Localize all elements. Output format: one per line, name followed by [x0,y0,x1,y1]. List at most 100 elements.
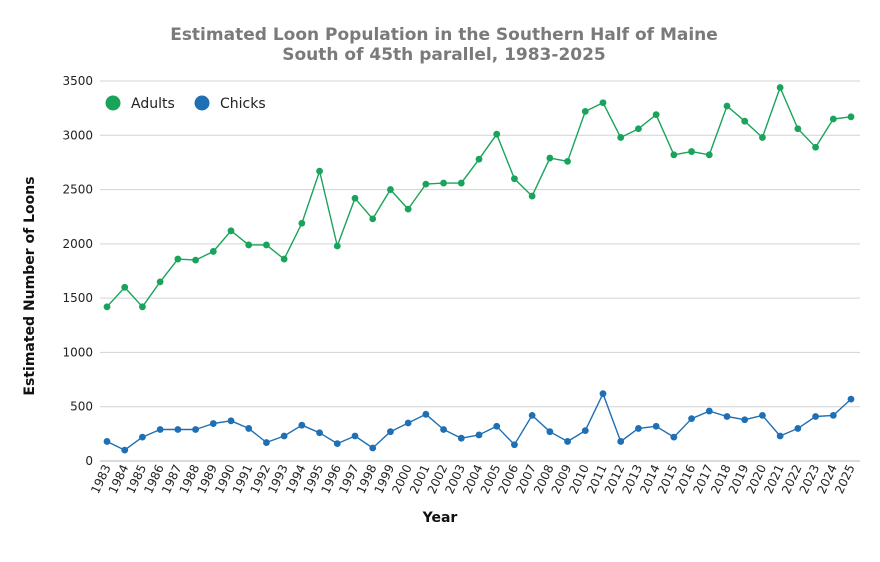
data-point-chicks [475,431,483,439]
data-point-chicks [280,432,288,440]
series-line-adults [106,86,852,308]
y-tick-label: 3000 [62,128,93,142]
gridlines [100,80,860,462]
data-point-adults [263,241,270,249]
data-point-chicks [174,426,182,433]
data-point-adults [422,180,430,188]
y-axis-label: Estimated Number of Loons [22,176,38,395]
series-adults [103,84,855,311]
x-axis-ticks: 1983198419851986198719881989199019911992… [88,462,858,496]
data-point-adults [670,151,678,159]
data-point-adults [794,125,802,133]
y-tick-label: 500 [70,400,93,414]
legend-label-adults: Adults [131,96,175,112]
data-point-chicks [227,417,235,425]
data-point-adults [723,102,731,110]
data-point-adults [812,143,819,151]
data-point-chicks [351,432,359,440]
data-point-adults [121,283,129,291]
legend-marker-chicks [194,95,210,111]
y-tick-label: 3500 [62,74,93,88]
series-line-chicks [106,393,852,451]
data-point-adults [617,134,625,141]
data-point-chicks [387,428,394,436]
data-point-chicks [121,446,129,454]
data-point-chicks [493,422,501,430]
data-point-chicks [457,434,465,442]
data-point-adults [847,113,855,121]
y-tick-label: 1500 [62,291,93,305]
data-point-chicks [103,438,111,445]
data-point-chicks [564,438,571,445]
data-point-chicks [688,415,695,423]
series-layer [103,84,855,454]
data-point-chicks [847,395,855,403]
data-point-adults [546,154,554,162]
data-point-adults [139,303,146,311]
chart-subtitle: South of 45th parallel, 1983-2025 [282,45,606,65]
data-point-chicks [759,412,766,419]
data-point-chicks [139,433,146,441]
data-point-chicks [776,432,784,440]
data-point-chicks [263,439,270,446]
data-point-adults [581,108,589,115]
data-point-chicks [440,426,447,433]
data-point-adults [440,179,447,187]
data-point-adults [192,256,199,264]
data-point-adults [759,134,766,141]
legend: Adults Chicks [105,95,266,112]
data-point-adults [351,194,359,202]
data-point-chicks [209,420,217,427]
data-point-adults [493,130,501,138]
data-point-adults [103,303,111,311]
y-axis-ticks: 0 500 1000 1500 2000 2500 3000 3500 [62,74,93,468]
data-point-chicks [599,390,607,398]
data-point-adults [564,157,571,165]
data-point-chicks [723,413,731,420]
x-axis-label: Year [422,510,458,526]
data-point-chicks [546,428,554,436]
data-point-chicks [581,427,589,434]
data-point-adults [475,155,483,163]
data-point-chicks [829,412,837,419]
data-point-chicks [316,429,323,437]
data-point-adults [298,219,306,227]
data-point-chicks [652,422,660,430]
data-point-chicks [422,410,430,418]
data-point-chicks [635,425,642,432]
data-point-adults [387,186,394,193]
data-point-adults [528,192,536,200]
chart-title: Estimated Loon Population in the Souther… [170,25,718,45]
data-point-chicks [528,412,536,419]
legend-label-chicks: Chicks [220,96,266,112]
data-point-chicks [705,407,713,415]
data-point-adults [209,248,217,255]
series-chicks [103,390,855,454]
data-point-adults [404,205,412,213]
y-tick-label: 1000 [62,345,93,359]
data-point-adults [776,84,784,91]
data-point-adults [635,125,642,133]
data-point-chicks [156,426,164,433]
data-point-adults [333,242,341,250]
data-point-chicks [794,425,802,432]
data-point-adults [280,255,288,263]
legend-marker-adults [105,95,121,111]
data-point-chicks [812,413,819,420]
data-point-chicks [298,421,306,429]
data-point-adults [245,241,253,249]
data-point-chicks [333,440,341,448]
y-tick-label: 0 [85,454,93,468]
data-point-adults [829,115,837,123]
data-point-chicks [741,416,749,424]
data-point-adults [688,148,695,155]
y-tick-label: 2000 [62,237,93,251]
data-point-adults [652,111,660,119]
data-point-chicks [617,438,625,445]
data-point-adults [174,255,182,263]
data-point-adults [741,117,749,125]
data-point-chicks [192,426,199,433]
data-point-adults [511,175,518,183]
data-point-adults [156,278,164,286]
